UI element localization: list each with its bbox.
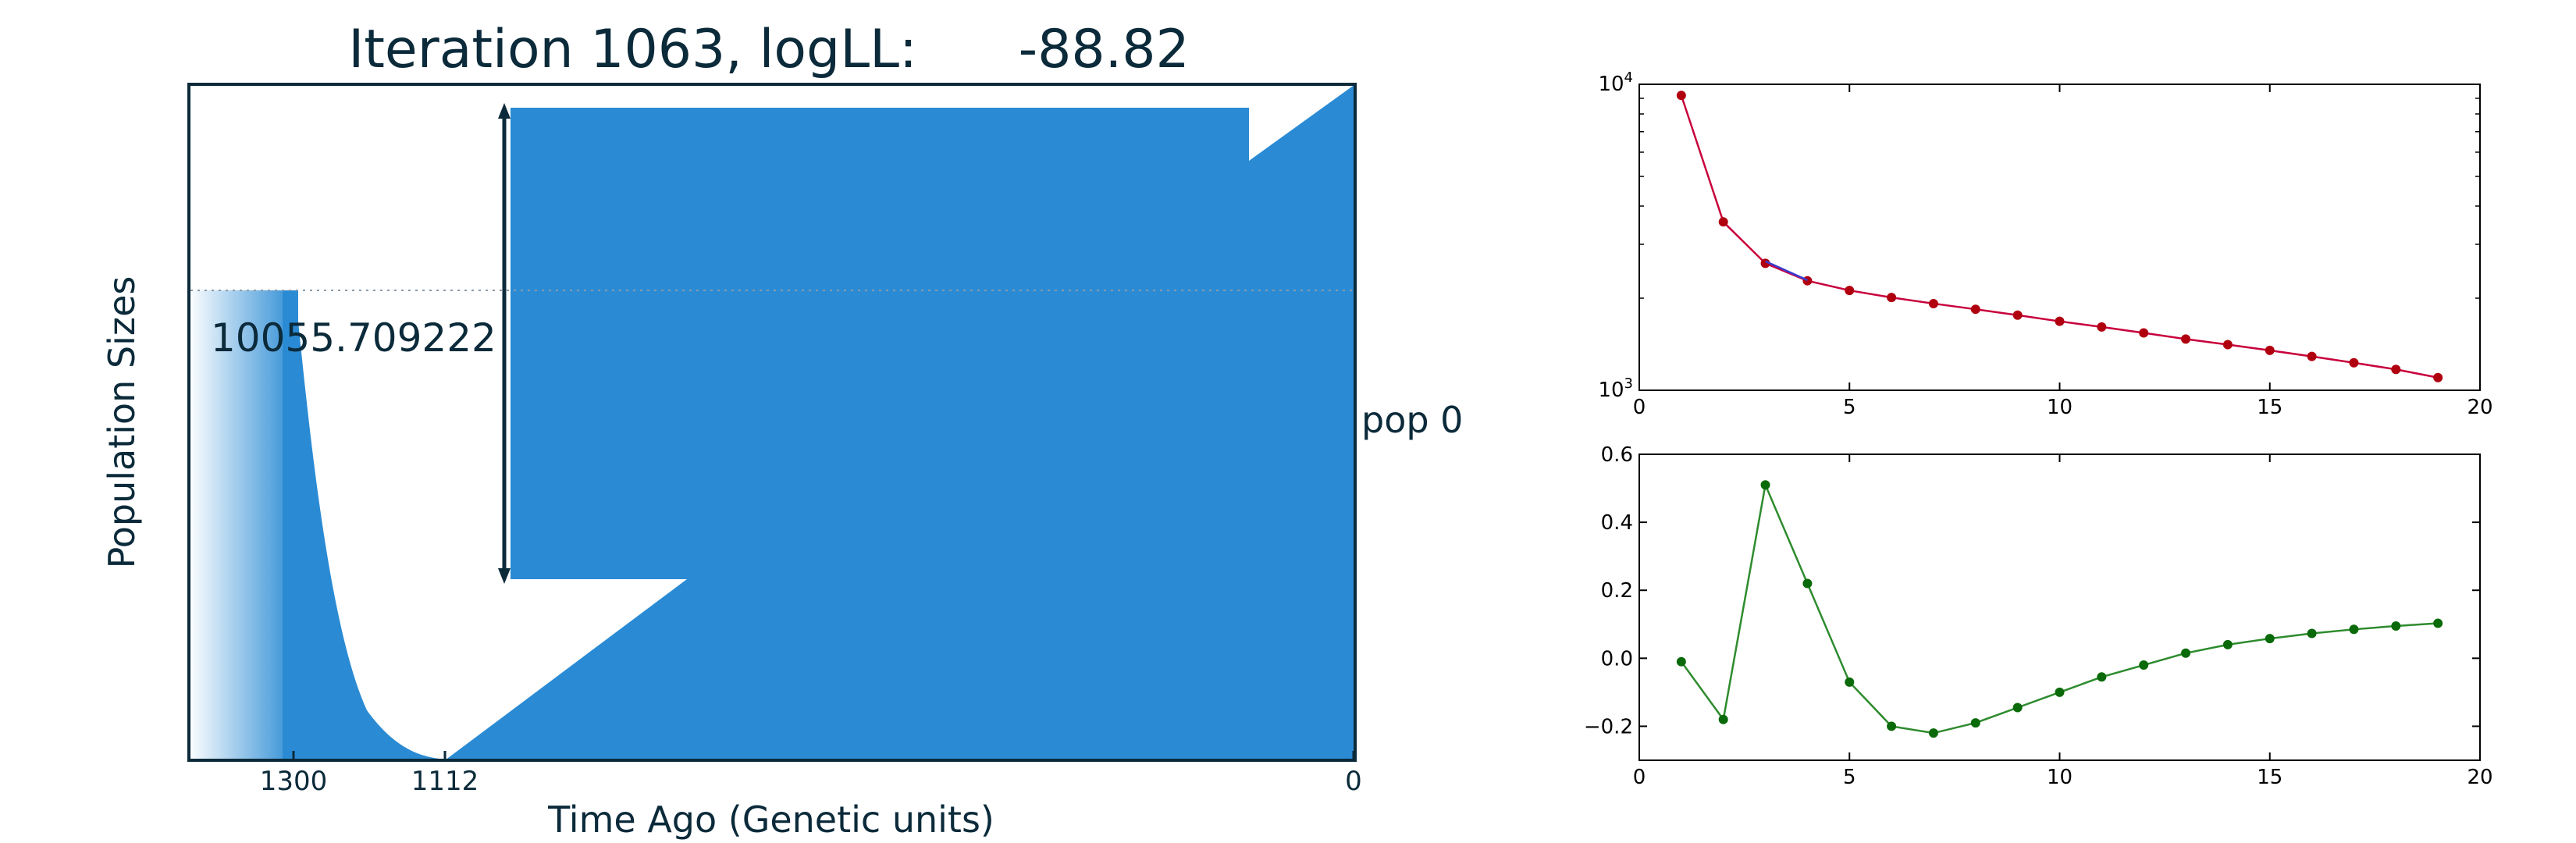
x-tick-label: 15 <box>2257 766 2282 789</box>
data-point <box>2181 648 2191 658</box>
data-point <box>2265 345 2275 355</box>
data-point <box>2097 322 2107 332</box>
data-point <box>2307 351 2317 361</box>
x-tick-label: 0 <box>1345 766 1362 797</box>
linear-plot: 0.6 0.4 0.2 0.0 −0.2 0 5 10 15 20 <box>1584 443 2493 789</box>
demography-chart: Iteration 1063, logLL: -88.82 10055.7092… <box>101 19 1463 841</box>
data-point <box>2349 624 2359 635</box>
y-tick-label: 0.4 <box>1601 511 1633 535</box>
data-point <box>1887 293 1897 303</box>
population-label: pop 0 <box>1361 399 1463 441</box>
data-point <box>1802 578 1813 589</box>
data-point <box>2097 672 2107 682</box>
series-layer <box>1676 480 2443 738</box>
series-line <box>1765 260 1808 282</box>
x-tick-label: 1112 <box>411 766 479 797</box>
data-point <box>1760 480 1770 490</box>
data-point <box>2055 316 2065 326</box>
x-tick-label: 0 <box>1633 396 1646 419</box>
decline-area <box>283 290 445 760</box>
x-tick-label: 0 <box>1633 766 1646 789</box>
data-point <box>1970 304 1980 315</box>
data-point <box>1676 656 1686 667</box>
data-point <box>2349 357 2359 368</box>
data-point <box>1845 286 1855 296</box>
x-tick-labels: 0 5 10 15 20 <box>1633 766 2493 789</box>
y-tick-label: 0.2 <box>1601 579 1633 603</box>
data-point <box>1718 217 1728 227</box>
x-tick-labels: 0 5 10 15 20 <box>1633 396 2493 419</box>
growth-area <box>445 84 1355 760</box>
x-tick-label: 10 <box>2047 766 2073 789</box>
data-point <box>1928 728 1938 738</box>
chart-title: Iteration 1063, logLL: -88.82 <box>348 19 1190 80</box>
x-axis: 1300 1112 0 Time Ago (Genetic units) <box>260 751 1362 841</box>
data-point <box>2391 621 2401 631</box>
size-change-arrow <box>498 103 511 584</box>
data-point <box>2139 328 2149 338</box>
data-point <box>2012 702 2023 713</box>
y-tick-labels: 0.6 0.4 0.2 0.0 −0.2 <box>1584 443 1633 738</box>
data-point <box>2055 687 2065 697</box>
plot-frame <box>1638 84 2481 391</box>
y-tick-label: 0.0 <box>1601 647 1633 670</box>
series-layer <box>1676 91 2443 382</box>
data-point <box>1887 721 1897 731</box>
population-size-annotation: 10055.709222 <box>211 315 496 361</box>
data-point <box>2222 639 2233 649</box>
data-point <box>1970 718 1980 728</box>
x-tick-label: 20 <box>2467 766 2492 789</box>
data-point <box>2307 628 2317 638</box>
x-tick-label: 5 <box>1843 766 1856 789</box>
y-tick-label: −0.2 <box>1584 715 1633 738</box>
plot-frame <box>187 83 1357 762</box>
data-point <box>1928 298 1938 308</box>
data-point <box>2222 340 2233 350</box>
x-axis-label: Time Ago (Genetic units) <box>547 799 994 841</box>
ancient-fade-region <box>190 290 298 760</box>
x-tick-label: 1300 <box>260 766 328 797</box>
data-point <box>2181 334 2191 344</box>
y-tick-label: 104 <box>1598 69 1633 96</box>
y-tick-label: 103 <box>1598 375 1633 402</box>
x-tick-label: 20 <box>2467 396 2492 419</box>
data-point <box>1718 714 1728 724</box>
y-axis-label: Population Sizes <box>101 276 143 569</box>
data-point <box>2265 634 2275 644</box>
x-tick-label: 5 <box>1843 396 1856 419</box>
series-line <box>1680 94 2439 379</box>
data-point <box>2391 365 2401 375</box>
x-tick-label: 15 <box>2257 396 2282 419</box>
data-point <box>2012 310 2023 320</box>
data-point <box>2433 372 2443 382</box>
log-scale-plot: 104 103 0 5 10 15 20 <box>1598 69 2492 419</box>
data-point <box>1845 677 1855 687</box>
tick-layer <box>1638 454 2481 760</box>
data-point <box>2433 618 2443 628</box>
y-tick-label: 0.6 <box>1601 443 1633 467</box>
data-point <box>1802 276 1813 286</box>
population-fill <box>190 84 1355 760</box>
x-tick-label: 10 <box>2047 396 2073 419</box>
data-point <box>1676 91 1686 101</box>
tick-layer <box>1638 84 2481 391</box>
data-point <box>2139 660 2149 670</box>
plot-frame <box>1638 454 2481 761</box>
